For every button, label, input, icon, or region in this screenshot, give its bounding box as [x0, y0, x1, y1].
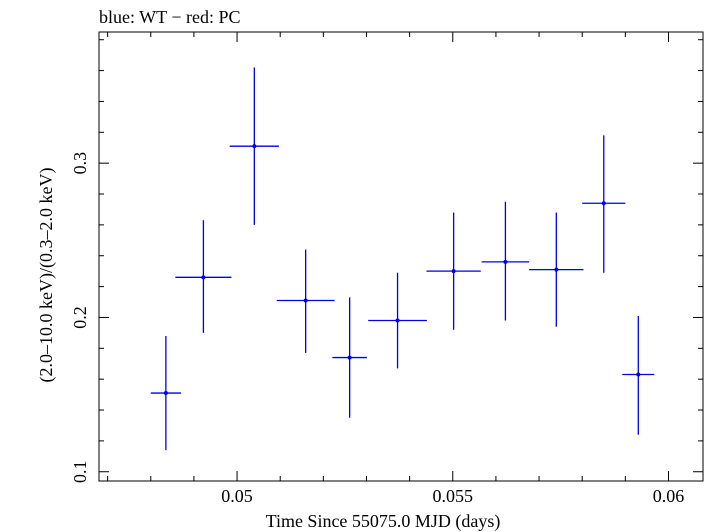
data-point	[582, 135, 626, 273]
data-marker	[303, 298, 308, 303]
data-marker	[636, 372, 641, 377]
data-point	[332, 297, 367, 418]
axis-ticks: 0.05 0.055 0.06 0.1 0.2 0.3	[70, 32, 703, 506]
data-marker	[395, 318, 400, 323]
x-axis-label: Time Since 55075.0 MJD (days)	[266, 511, 501, 532]
data-point	[622, 315, 655, 435]
data-point	[529, 212, 584, 327]
y-tick-label: 0.1	[70, 460, 90, 483]
data-marker	[503, 259, 508, 264]
data-marker	[201, 275, 206, 280]
data-point	[481, 201, 530, 321]
data-point	[368, 272, 427, 369]
data-point	[426, 212, 481, 330]
y-axis-label: (2.0–10.0 keV)/(0.3–2.0 keV)	[36, 168, 57, 383]
data-marker	[252, 144, 257, 149]
x-tick-label: 0.06	[653, 486, 685, 506]
data-marker	[554, 267, 559, 272]
data-point	[175, 220, 232, 333]
x-tick-label: 0.05	[221, 486, 253, 506]
y-tick-label: 0.3	[70, 152, 90, 175]
x-tick-label: 0.055	[433, 486, 474, 506]
data-marker	[163, 391, 168, 396]
chart-title: blue: WT − red: PC	[99, 7, 240, 27]
data-marker	[601, 201, 606, 206]
data-marker	[347, 355, 352, 360]
data-point	[276, 249, 335, 353]
y-tick-label: 0.2	[70, 306, 90, 329]
data-layer	[150, 67, 655, 451]
data-point	[229, 67, 279, 225]
data-point	[150, 335, 181, 451]
plot-frame	[98, 31, 704, 482]
data-marker	[451, 269, 456, 274]
